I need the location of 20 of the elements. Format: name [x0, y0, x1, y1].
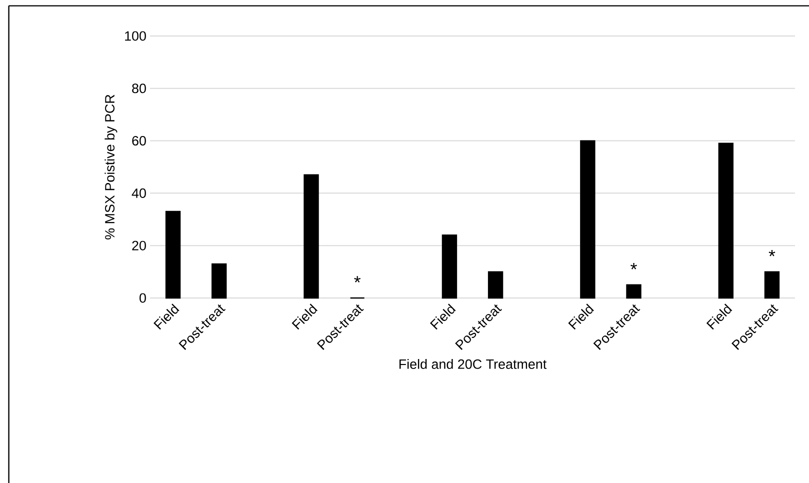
y-tick-label: 20: [132, 240, 146, 250]
y-axis-title: % MSX Poistive by PCR: [104, 94, 118, 240]
bar: [580, 140, 596, 299]
y-tick-label: 100: [125, 31, 146, 41]
bar: [488, 271, 504, 299]
bar: [212, 263, 227, 299]
x-axis-title: Field and 20C Treatment: [399, 359, 547, 369]
bar: [718, 142, 734, 299]
bar: [165, 210, 181, 299]
data-label: *: [768, 250, 776, 256]
data-label: *: [630, 263, 637, 270]
y-tick-label: 80: [132, 84, 146, 94]
bar: [442, 234, 458, 299]
bar: [304, 174, 319, 299]
y-tick-label: 40: [132, 188, 146, 198]
bar: [764, 271, 780, 299]
y-tick-label: 60: [132, 136, 146, 146]
data-label: *: [354, 276, 361, 282]
y-tick-label: 0: [140, 293, 146, 303]
bar: [626, 284, 642, 299]
